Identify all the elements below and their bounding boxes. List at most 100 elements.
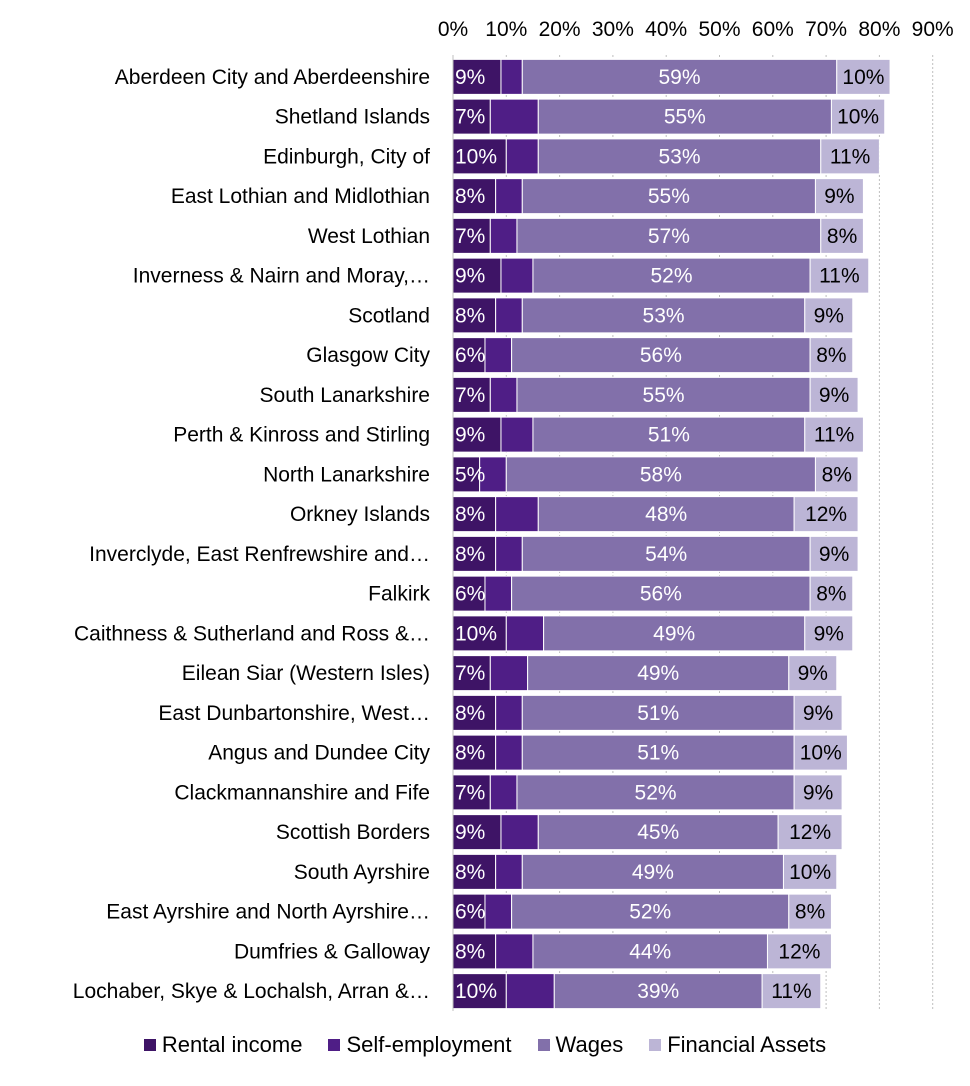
bar-rental-income bbox=[452, 973, 507, 1010]
segment-label-wages: 51% bbox=[637, 702, 679, 725]
bar-financial-assets bbox=[782, 853, 838, 890]
bar-wages bbox=[521, 853, 784, 890]
segment-label-financial-assets: 9% bbox=[803, 781, 833, 804]
segment-label-financial-assets: 9% bbox=[798, 662, 828, 685]
segment-label-rental-income: 7% bbox=[455, 662, 485, 685]
segment-label-rental-income: 6% bbox=[455, 344, 485, 367]
bar-self-employment bbox=[500, 814, 539, 851]
category-labels: Aberdeen City and Aberdeenshire Shetland … bbox=[73, 66, 431, 1003]
segment-label-wages: 57% bbox=[648, 225, 690, 248]
bar-financial-assets bbox=[809, 337, 854, 374]
legend-item-rental-income: Rental income bbox=[143, 1032, 302, 1058]
segment-label-rental-income: 7% bbox=[455, 106, 485, 129]
segment-label-rental-income: 8% bbox=[455, 940, 485, 963]
x-axis-tick-labels: 0% 10% 20% 30% 40% 50% 60% 70% 80% 90% bbox=[438, 18, 954, 41]
segment-label-rental-income: 8% bbox=[455, 861, 485, 884]
segment-label-rental-income: 7% bbox=[455, 384, 485, 407]
bar-self-employment bbox=[495, 853, 523, 890]
x-tick-label: 0% bbox=[438, 18, 468, 41]
bar-self-employment bbox=[489, 217, 518, 254]
category-label: Lochaber, Skye & Lochalsh, Arran &… bbox=[73, 980, 430, 1003]
segment-label-financial-assets: 11% bbox=[819, 265, 859, 288]
bar-self-employment bbox=[495, 734, 523, 771]
category-label: Falkirk bbox=[368, 583, 430, 606]
segment-label-financial-assets: 8% bbox=[816, 583, 846, 606]
bar-self-employment bbox=[505, 973, 555, 1010]
segment-label-wages: 44% bbox=[629, 940, 671, 963]
bar-wages bbox=[521, 178, 816, 215]
segment-label-rental-income: 6% bbox=[455, 583, 485, 606]
segment-label-financial-assets: 9% bbox=[814, 622, 844, 645]
x-tick-label: 50% bbox=[698, 18, 740, 41]
category-label: East Ayrshire and North Ayrshire… bbox=[106, 901, 430, 924]
bar-financial-assets bbox=[804, 615, 854, 652]
x-tick-label: 40% bbox=[645, 18, 687, 41]
category-label: West Lothian bbox=[308, 225, 430, 248]
bar-financial-assets bbox=[777, 814, 843, 851]
bar-self-employment bbox=[505, 138, 539, 175]
segment-label-rental-income: 7% bbox=[455, 781, 485, 804]
bar-wages bbox=[516, 217, 822, 254]
bar-self-employment bbox=[489, 98, 539, 135]
segment-label-wages: 58% bbox=[640, 463, 682, 486]
segment-label-financial-assets: 11% bbox=[814, 424, 854, 447]
segment-label-rental-income: 9% bbox=[455, 265, 485, 288]
bar-self-employment bbox=[495, 496, 539, 533]
legend-label-wages: Wages bbox=[555, 1032, 624, 1057]
segment-label-wages: 49% bbox=[637, 662, 679, 685]
x-tick-label: 60% bbox=[752, 18, 794, 41]
bar-financial-assets bbox=[788, 893, 832, 930]
segment-label-wages: 55% bbox=[664, 106, 706, 129]
category-label: East Lothian and Midlothian bbox=[171, 185, 430, 208]
bar-wages bbox=[521, 297, 806, 334]
category-label: Scotland bbox=[348, 304, 430, 327]
legend-swatch-financial-assets bbox=[649, 1039, 662, 1051]
category-label: Dumfries & Galloway bbox=[234, 940, 431, 963]
legend-swatch-self-employment bbox=[328, 1039, 341, 1051]
bar-financial-assets bbox=[809, 575, 854, 612]
segment-label-financial-assets: 10% bbox=[800, 742, 842, 765]
x-tick-label: 80% bbox=[858, 18, 900, 41]
stacked-bar-chart: 0% 10% 20% 30% 40% 50% 60% 70% 80% 90% Aberdeen C… bbox=[73, 18, 954, 1011]
segment-label-rental-income: 7% bbox=[455, 225, 485, 248]
bar-wages bbox=[516, 774, 795, 811]
segment-label-financial-assets: 11% bbox=[830, 145, 870, 168]
bar-rental-income bbox=[452, 456, 481, 493]
category-label: Inverness & Nairn and Moray,… bbox=[133, 265, 430, 288]
x-tick-label: 90% bbox=[912, 18, 954, 41]
segment-labels: 9% 59% 10% 7% 55% 10% 10% 53% 11% 8% 55% 9% 7% 57% 8% 9… bbox=[455, 66, 884, 1003]
segment-label-wages: 56% bbox=[640, 344, 682, 367]
segment-label-rental-income: 8% bbox=[455, 503, 485, 526]
segment-label-financial-assets: 9% bbox=[824, 185, 854, 208]
bar-wages bbox=[511, 893, 790, 930]
segment-label-wages: 55% bbox=[648, 185, 690, 208]
bar-wages bbox=[521, 535, 811, 572]
bar-rental-income bbox=[452, 58, 502, 95]
category-label: Caithness & Sutherland and Ross &… bbox=[74, 622, 430, 645]
segment-label-rental-income: 6% bbox=[455, 901, 485, 924]
bar-self-employment bbox=[484, 893, 513, 930]
bar-wages bbox=[521, 58, 838, 95]
bar-financial-assets bbox=[836, 58, 891, 95]
segment-label-rental-income: 9% bbox=[455, 821, 485, 844]
bar-financial-assets bbox=[820, 217, 864, 254]
bar-wages bbox=[532, 933, 768, 970]
legend-swatch-rental-income bbox=[143, 1039, 156, 1051]
bar-self-employment bbox=[505, 615, 545, 652]
category-label: Scottish Borders bbox=[276, 821, 430, 844]
segment-label-rental-income: 8% bbox=[455, 742, 485, 765]
bar-rental-income bbox=[452, 575, 486, 612]
bar-financial-assets bbox=[809, 535, 859, 572]
bar-financial-assets bbox=[761, 973, 822, 1010]
segment-label-financial-assets: 10% bbox=[837, 106, 879, 129]
category-label: Glasgow City bbox=[306, 344, 430, 367]
bar-financial-assets bbox=[793, 694, 843, 731]
bar-wages bbox=[537, 496, 795, 533]
bar-rental-income bbox=[452, 655, 491, 692]
segment-label-financial-assets: 11% bbox=[771, 980, 811, 1003]
segment-label-wages: 51% bbox=[648, 424, 690, 447]
segment-label-rental-income: 8% bbox=[455, 304, 485, 327]
bar-wages bbox=[537, 138, 822, 175]
segment-label-wages: 53% bbox=[659, 145, 701, 168]
bar-wages bbox=[527, 655, 790, 692]
